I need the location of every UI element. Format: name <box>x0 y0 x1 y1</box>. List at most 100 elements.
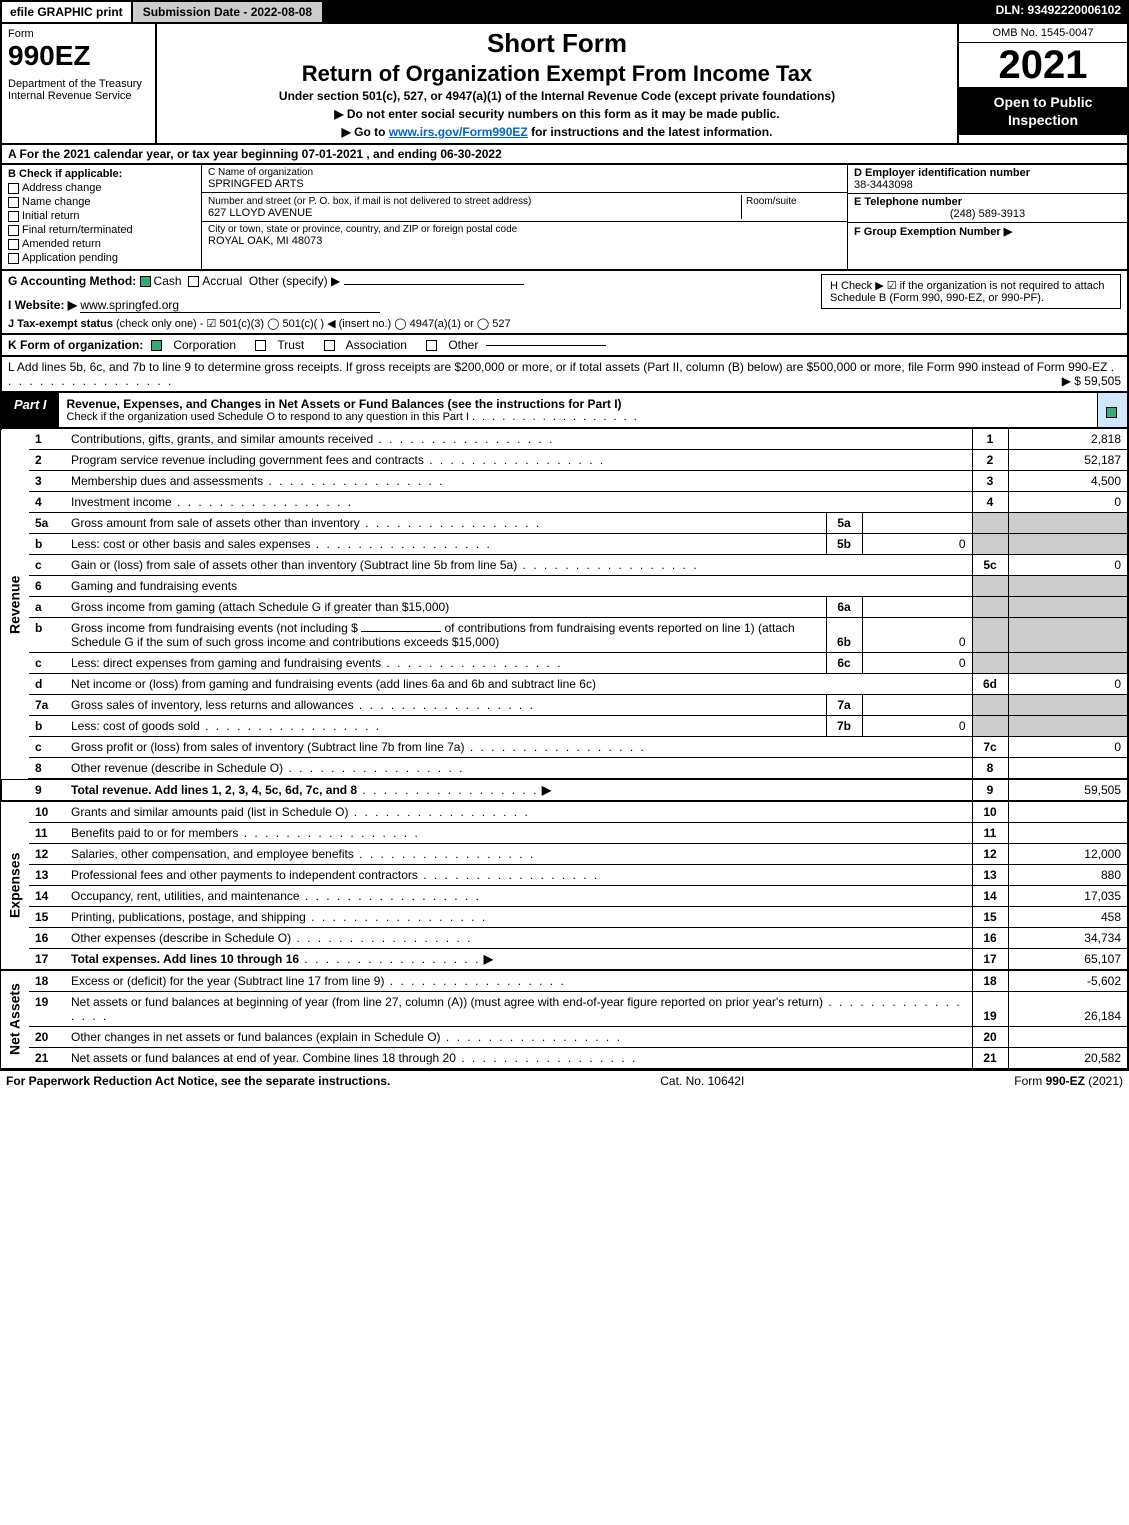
form-word: Form <box>8 28 149 40</box>
website-value: www.springfed.org <box>80 298 380 313</box>
l-amount: ▶ $ 59,505 <box>1062 374 1121 388</box>
l7b-val-shaded <box>1008 716 1128 737</box>
l9-num: 9 <box>29 779 65 801</box>
l5c-desc: Gain or (loss) from sale of assets other… <box>71 558 517 572</box>
l11-num: 11 <box>29 823 65 844</box>
footer-formref: Form 990-EZ (2021) <box>1014 1074 1123 1088</box>
line-1: Revenue 1 Contributions, gifts, grants, … <box>1 429 1128 450</box>
check-name-change[interactable]: Name change <box>8 196 195 208</box>
j-detail: (check only one) - ☑ 501(c)(3) ◯ 501(c)(… <box>116 318 511 330</box>
city-label: City or town, state or province, country… <box>208 224 841 235</box>
l6c-col-shaded <box>972 653 1008 674</box>
top-bar: efile GRAPHIC print Submission Date - 20… <box>0 0 1129 24</box>
trust-label: Trust <box>277 338 304 352</box>
row-g-h: G Accounting Method: Cash Accrual Other … <box>0 271 1129 335</box>
l6a-val-shaded <box>1008 597 1128 618</box>
l6b-sub: 6b <box>826 618 862 653</box>
form-header: Form 990EZ Department of the Treasury In… <box>0 24 1129 145</box>
check-association[interactable] <box>324 340 335 351</box>
line-13: 13 Professional fees and other payments … <box>1 865 1128 886</box>
tel-value: (248) 589-3913 <box>854 208 1121 220</box>
efile-print-label[interactable]: efile GRAPHIC print <box>0 0 133 24</box>
l3-col: 3 <box>972 471 1008 492</box>
check-accrual[interactable] <box>188 276 199 287</box>
l21-col: 21 <box>972 1048 1008 1070</box>
footer-right-bold: 990-EZ <box>1046 1074 1085 1088</box>
line-7b: b Less: cost of goods sold 7b 0 <box>1 716 1128 737</box>
l3-val: 4,500 <box>1008 471 1128 492</box>
l19-desc: Net assets or fund balances at beginning… <box>71 995 823 1009</box>
check-trust[interactable] <box>255 340 266 351</box>
row-g: G Accounting Method: Cash Accrual Other … <box>8 274 813 288</box>
l13-desc: Professional fees and other payments to … <box>71 868 418 882</box>
l10-val <box>1008 801 1128 823</box>
part-i-table: Revenue 1 Contributions, gifts, grants, … <box>0 429 1129 1070</box>
page-footer: For Paperwork Reduction Act Notice, see … <box>0 1070 1129 1091</box>
subtitle: Under section 501(c), 527, or 4947(a)(1)… <box>165 89 949 103</box>
short-form-title: Short Form <box>165 28 949 59</box>
row-j: J Tax-exempt status (check only one) - ☑… <box>8 317 813 330</box>
l6b-desc1: Gross income from fundraising events (no… <box>71 621 358 635</box>
l6d-desc: Net income or (loss) from gaming and fun… <box>71 677 596 691</box>
l10-desc: Grants and similar amounts paid (list in… <box>71 805 348 819</box>
l5a-col-shaded <box>972 513 1008 534</box>
check-address-change[interactable]: Address change <box>8 182 195 194</box>
l9-side <box>1 779 29 801</box>
l17-col: 17 <box>972 949 1008 971</box>
section-a-taxyear: A For the 2021 calendar year, or tax yea… <box>0 145 1129 165</box>
row-i: I Website: ▶ www.springfed.org <box>8 298 813 313</box>
line-4: 4 Investment income 4 0 <box>1 492 1128 513</box>
l16-desc: Other expenses (describe in Schedule O) <box>71 931 291 945</box>
check-other-org[interactable] <box>426 340 437 351</box>
l7b-num: b <box>29 716 65 737</box>
l19-col: 19 <box>972 992 1008 1027</box>
check-amended-return[interactable]: Amended return <box>8 238 195 250</box>
l14-col: 14 <box>972 886 1008 907</box>
l7c-col: 7c <box>972 737 1008 758</box>
check-final-return[interactable]: Final return/terminated <box>8 224 195 236</box>
other-org-label: Other <box>448 338 478 352</box>
l7a-val-shaded <box>1008 695 1128 716</box>
check-application-pending[interactable]: Application pending <box>8 252 195 264</box>
l2-desc: Program service revenue including govern… <box>71 453 424 467</box>
l17-val: 65,107 <box>1008 949 1128 971</box>
org-name-value: SPRINGFED ARTS <box>208 178 841 190</box>
line-6c: c Less: direct expenses from gaming and … <box>1 653 1128 674</box>
line-5c: c Gain or (loss) from sale of assets oth… <box>1 555 1128 576</box>
l12-num: 12 <box>29 844 65 865</box>
check-initial-return-label: Initial return <box>22 210 79 222</box>
l21-num: 21 <box>29 1048 65 1070</box>
l6b-col-shaded <box>972 618 1008 653</box>
check-cash[interactable] <box>140 276 151 287</box>
check-final-return-label: Final return/terminated <box>22 224 133 236</box>
irs-link[interactable]: www.irs.gov/Form990EZ <box>389 125 528 139</box>
line-6b: b Gross income from fundraising events (… <box>1 618 1128 653</box>
l1-col: 1 <box>972 429 1008 450</box>
check-initial-return[interactable]: Initial return <box>8 210 195 222</box>
l11-val <box>1008 823 1128 844</box>
l15-desc: Printing, publications, postage, and shi… <box>71 910 306 924</box>
check-corporation[interactable] <box>151 340 162 351</box>
row-h: H Check ▶ ☑ if the organization is not r… <box>821 274 1121 309</box>
l7a-num: 7a <box>29 695 65 716</box>
check-o-text: Check if the organization used Schedule … <box>67 411 469 423</box>
footer-catno: Cat. No. 10642I <box>390 1074 1014 1088</box>
info-block: B Check if applicable: Address change Na… <box>0 165 1129 271</box>
l1-desc: Contributions, gifts, grants, and simila… <box>71 432 373 446</box>
line-6a: a Gross income from gaming (attach Sched… <box>1 597 1128 618</box>
l4-num: 4 <box>29 492 65 513</box>
l13-val: 880 <box>1008 865 1128 886</box>
l6c-desc: Less: direct expenses from gaming and fu… <box>71 656 381 670</box>
l6a-subval <box>862 597 972 618</box>
l5b-col-shaded <box>972 534 1008 555</box>
l6b-val-shaded <box>1008 618 1128 653</box>
l14-val: 17,035 <box>1008 886 1128 907</box>
l18-num: 18 <box>29 970 65 992</box>
section-b-title: B Check if applicable: <box>8 168 195 180</box>
l6a-sub: 6a <box>826 597 862 618</box>
footer-right-post: (2021) <box>1085 1074 1123 1088</box>
line-12: 12 Salaries, other compensation, and emp… <box>1 844 1128 865</box>
schedule-o-checkbox[interactable] <box>1106 407 1117 418</box>
instr2-post: for instructions and the latest informat… <box>531 125 772 139</box>
l18-val: -5,602 <box>1008 970 1128 992</box>
